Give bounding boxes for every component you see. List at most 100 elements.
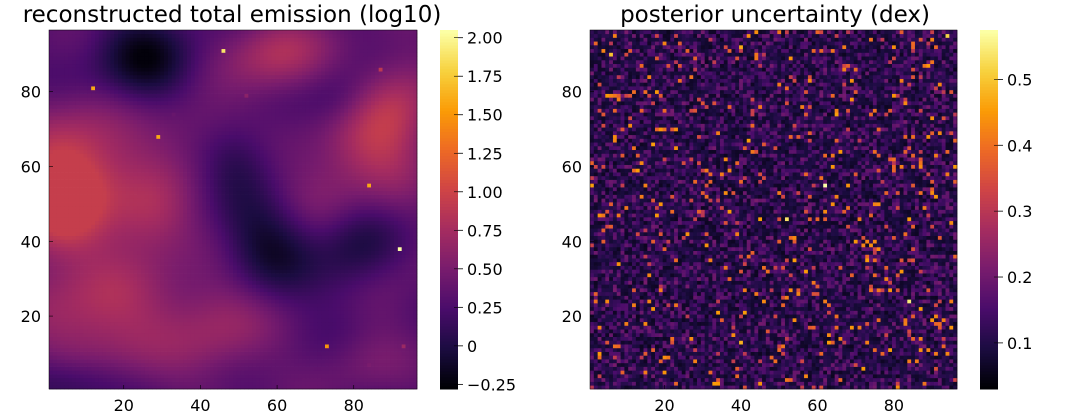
emission-cell — [305, 295, 311, 300]
emission-cell — [340, 288, 345, 293]
emission-cell — [279, 273, 284, 278]
emission-cell — [279, 265, 284, 270]
emission-cell — [351, 224, 357, 229]
emission-cell — [210, 198, 215, 203]
emission-cell — [49, 336, 54, 341]
emission-cell — [267, 228, 272, 233]
emission-cell — [263, 235, 268, 240]
emission-cell — [194, 362, 199, 367]
emission-cell — [325, 351, 330, 356]
emission-cell — [259, 198, 265, 203]
emission-cell — [72, 336, 77, 341]
emission-cell — [87, 231, 92, 237]
emission-cell — [187, 198, 192, 203]
emission-cell — [144, 269, 150, 274]
emission-cell — [171, 295, 176, 300]
emission-cell — [225, 284, 230, 289]
emission-cell — [244, 220, 249, 225]
emission-cell — [321, 213, 326, 218]
emission-cell — [374, 362, 380, 367]
emission-cell — [221, 246, 226, 251]
emission-cell — [390, 250, 395, 255]
emission-cell — [87, 325, 92, 330]
emission-cell — [206, 216, 211, 222]
emission-cell — [137, 332, 142, 337]
emission-cell — [374, 250, 380, 255]
emission-cell — [267, 317, 272, 323]
emission-cell — [263, 336, 268, 341]
emission-cell — [394, 261, 399, 266]
emission-cell — [141, 224, 146, 229]
emission-cell — [75, 332, 81, 337]
emission-cell — [321, 261, 326, 266]
emission-cell — [118, 280, 123, 285]
emission-cell — [317, 329, 322, 334]
emission-cell — [336, 284, 341, 289]
emission-cell — [233, 231, 238, 237]
emission-cell — [148, 228, 153, 233]
emission-cell — [390, 205, 395, 210]
emission-cell — [394, 359, 399, 364]
emission-cell — [187, 325, 192, 330]
emission-cell — [401, 329, 406, 334]
emission-cell — [118, 205, 123, 210]
emission-cell — [164, 306, 169, 311]
emission-cell — [325, 291, 330, 296]
emission-cell — [332, 370, 337, 375]
emission-cell — [210, 362, 215, 367]
emission-cell — [313, 209, 318, 214]
emission-cell — [87, 258, 92, 263]
emission-cell — [68, 246, 73, 251]
emission-cell — [332, 336, 337, 341]
emission-cell — [206, 209, 211, 214]
emission-cell — [267, 194, 272, 199]
emission-cell — [386, 288, 391, 293]
emission-cell — [244, 355, 249, 360]
emission-cell — [110, 284, 115, 289]
emission-cell — [118, 355, 123, 360]
emission-cell — [305, 370, 311, 375]
emission-cell — [263, 329, 268, 334]
emission-cell — [252, 366, 257, 371]
emission-cell — [390, 231, 395, 237]
emission-cell — [244, 276, 249, 281]
emission-cell — [164, 351, 169, 356]
emission-cell — [194, 314, 199, 319]
emission-cell — [156, 198, 161, 203]
emission-cell — [179, 246, 184, 251]
emission-cell — [236, 243, 242, 248]
emission-cell — [298, 332, 303, 337]
emission-cell — [309, 377, 314, 382]
emission-cell — [359, 370, 364, 375]
emission-cell — [359, 254, 364, 259]
emission-cell — [344, 288, 349, 293]
emission-cell — [114, 273, 119, 278]
emission-cell — [248, 209, 253, 214]
emission-cell — [148, 276, 153, 281]
emission-cell — [114, 321, 119, 326]
emission-cell — [221, 310, 226, 315]
emission-cell — [252, 347, 257, 352]
emission-cell — [114, 216, 119, 222]
emission-cell — [386, 321, 391, 326]
emission-cell — [198, 220, 203, 225]
emission-cell — [202, 273, 207, 278]
emission-cell — [240, 355, 245, 360]
emission-cell — [397, 284, 403, 289]
emission-cell — [110, 381, 115, 386]
emission-cell — [294, 228, 299, 233]
emission-cell — [213, 370, 219, 375]
emission-cell — [386, 314, 391, 319]
emission-cell — [64, 351, 69, 356]
emission-cell — [394, 265, 399, 270]
emission-cell — [363, 254, 368, 259]
emission-cell — [298, 351, 303, 356]
emission-cell — [267, 310, 272, 315]
emission-cell — [386, 273, 391, 278]
emission-cell — [156, 258, 161, 263]
emission-cell — [336, 243, 341, 248]
emission-cell — [244, 280, 249, 285]
emission-cell — [390, 351, 395, 356]
emission-cell — [317, 254, 322, 259]
emission-cell — [95, 243, 100, 248]
